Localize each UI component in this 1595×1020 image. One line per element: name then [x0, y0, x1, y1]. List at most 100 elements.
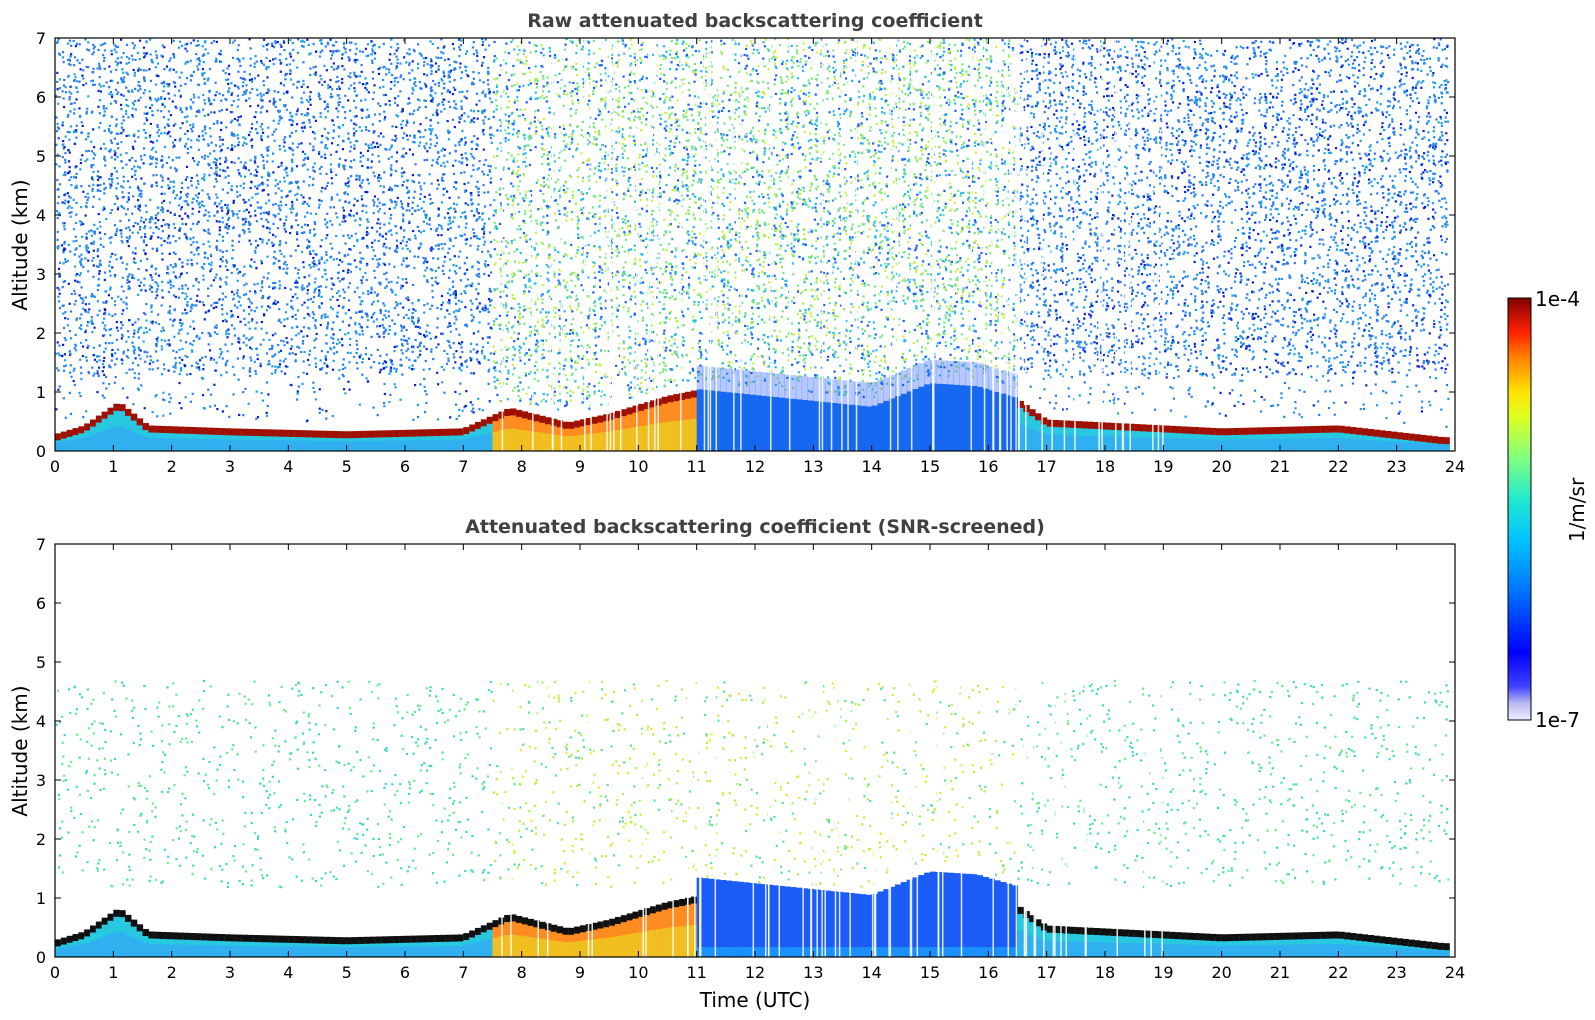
noise-pixel — [390, 173, 393, 176]
noise-pixel — [294, 353, 297, 356]
noise-pixel — [314, 119, 317, 122]
noise-pixel — [438, 224, 441, 227]
noise-pixel — [85, 82, 88, 85]
noise-pixel — [452, 342, 455, 345]
noise-pixel — [207, 77, 210, 80]
noise-pixel — [354, 42, 357, 45]
noise-pixel — [262, 313, 266, 316]
noise-pixel — [454, 187, 458, 190]
noise-pixel — [290, 225, 293, 228]
noise-pixel — [371, 45, 374, 48]
noise-pixel — [127, 196, 130, 199]
noise-pixel — [144, 289, 147, 292]
noise-pixel — [296, 281, 299, 284]
noise-pixel — [149, 198, 152, 201]
noise-pixel — [401, 326, 404, 329]
noise-pixel — [348, 388, 351, 391]
noise-pixel — [321, 275, 324, 278]
noise-pixel — [395, 204, 398, 207]
noise-pixel — [198, 63, 201, 66]
noise-pixel — [329, 306, 333, 309]
noise-pixel — [110, 236, 113, 239]
noise-pixel — [98, 99, 102, 102]
noise-pixel — [80, 328, 83, 331]
noise-pixel — [160, 345, 163, 348]
noise-pixel — [167, 236, 170, 240]
noise-pixel — [381, 235, 384, 238]
noise-pixel — [346, 351, 349, 354]
noise-pixel — [220, 121, 223, 124]
noise-pixel — [122, 301, 125, 304]
noise-pixel — [465, 390, 468, 393]
noise-pixel — [157, 62, 160, 65]
noise-pixel — [295, 213, 298, 217]
boundary-layer-top-cell — [224, 428, 231, 436]
noise-pixel — [431, 98, 434, 101]
noise-pixel — [375, 318, 379, 321]
boundary-layer-top-cell — [206, 427, 214, 435]
noise-pixel — [283, 255, 286, 258]
noise-pixel — [389, 198, 392, 201]
noise-pixel — [332, 258, 335, 261]
noise-pixel — [384, 116, 387, 119]
noise-pixel — [109, 366, 112, 369]
noise-pixel — [359, 108, 363, 111]
noise-pixel — [297, 276, 301, 279]
noise-pixel — [174, 138, 177, 142]
noise-pixel — [225, 159, 228, 162]
noise-pixel — [422, 200, 425, 203]
noise-pixel — [115, 230, 118, 233]
noise-pixel — [418, 144, 421, 147]
noise-pixel — [295, 86, 299, 89]
noise-pixel — [267, 213, 270, 216]
noise-pixel — [181, 287, 184, 290]
noise-pixel — [128, 368, 131, 371]
noise-pixel — [323, 80, 326, 83]
noise-pixel — [70, 176, 73, 179]
noise-pixel — [266, 277, 269, 280]
noise-pixel — [307, 244, 310, 247]
noise-pixel — [186, 202, 189, 206]
noise-pixel — [418, 344, 421, 347]
boundary-layer-cell — [119, 426, 126, 451]
noise-pixel — [317, 206, 321, 209]
noise-pixel — [297, 332, 300, 335]
noise-pixel — [155, 345, 158, 348]
noise-pixel — [144, 54, 147, 58]
noise-pixel — [255, 60, 258, 63]
noise-pixel — [78, 107, 81, 110]
noise-pixel — [437, 208, 440, 211]
noise-pixel — [86, 346, 89, 349]
noise-pixel — [70, 292, 73, 296]
noise-pixel — [81, 297, 84, 300]
noise-pixel — [56, 153, 59, 157]
noise-pixel — [461, 129, 464, 133]
noise-pixel — [239, 175, 243, 178]
noise-pixel — [160, 237, 163, 240]
noise-pixel — [262, 338, 265, 341]
noise-pixel — [57, 245, 60, 248]
noise-pixel — [63, 279, 67, 283]
noise-pixel — [148, 90, 151, 93]
noise-pixel — [181, 358, 184, 362]
noise-pixel — [405, 119, 409, 122]
noise-pixel — [318, 97, 322, 101]
noise-pixel — [469, 244, 472, 247]
noise-pixel — [175, 156, 178, 159]
noise-pixel — [63, 336, 66, 340]
noise-pixel — [155, 174, 158, 177]
noise-pixel — [295, 219, 298, 222]
noise-pixel — [122, 290, 125, 293]
noise-pixel — [62, 222, 65, 225]
noise-pixel — [484, 48, 487, 51]
noise-pixel — [395, 114, 398, 117]
noise-pixel — [289, 207, 292, 211]
noise-pixel — [90, 316, 94, 319]
noise-pixel — [236, 190, 239, 194]
noise-pixel — [379, 354, 382, 357]
noise-pixel — [198, 60, 201, 63]
noise-pixel — [212, 307, 215, 310]
noise-pixel — [477, 217, 480, 220]
noise-pixel — [66, 130, 69, 134]
noise-pixel — [429, 198, 432, 201]
